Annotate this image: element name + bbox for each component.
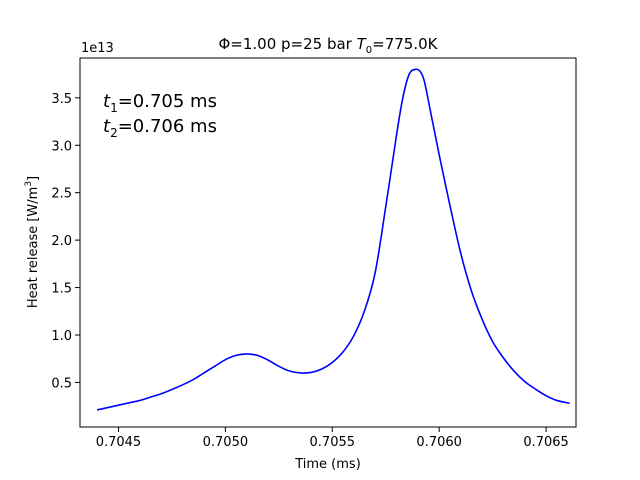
x-tick-label: 0.7045: [96, 435, 142, 450]
chart-title: Φ=1.00 p=25 bar T0=775.0K: [218, 35, 438, 56]
x-tick-label: 0.7055: [310, 435, 356, 450]
y-tick-label: 1.0: [51, 329, 72, 344]
y-tick-label: 2.0: [51, 234, 72, 249]
y-tick-label: 3.0: [51, 139, 72, 154]
y-axis-ticks: 0.5 1.0 1.5 2.0 2.5 3.0 3.5: [51, 92, 80, 391]
x-tick-label: 0.7050: [203, 435, 249, 450]
x-tick-label: 0.7060: [416, 435, 462, 450]
y-axis-label: Heat release [W/m3]: [24, 176, 41, 308]
heat-release-series-line: [96, 68, 570, 411]
y-tick-label: 3.5: [51, 92, 72, 107]
y-tick-label: 2.5: [51, 187, 72, 202]
annotation-t1: t1=0.705 ms: [103, 91, 217, 115]
x-axis-ticks: 0.7045 0.7050 0.7055 0.7060 0.7065: [96, 427, 569, 450]
annotation-t2: t2=0.706 ms: [103, 116, 217, 140]
y-tick-label: 1.5: [51, 282, 72, 297]
x-tick-label: 0.7065: [523, 435, 569, 450]
x-axis-label: Time (ms): [294, 457, 361, 472]
y-offset-label: 1e13: [81, 41, 114, 56]
y-tick-label: 0.5: [51, 376, 72, 391]
plot-area-frame: [79, 57, 577, 428]
